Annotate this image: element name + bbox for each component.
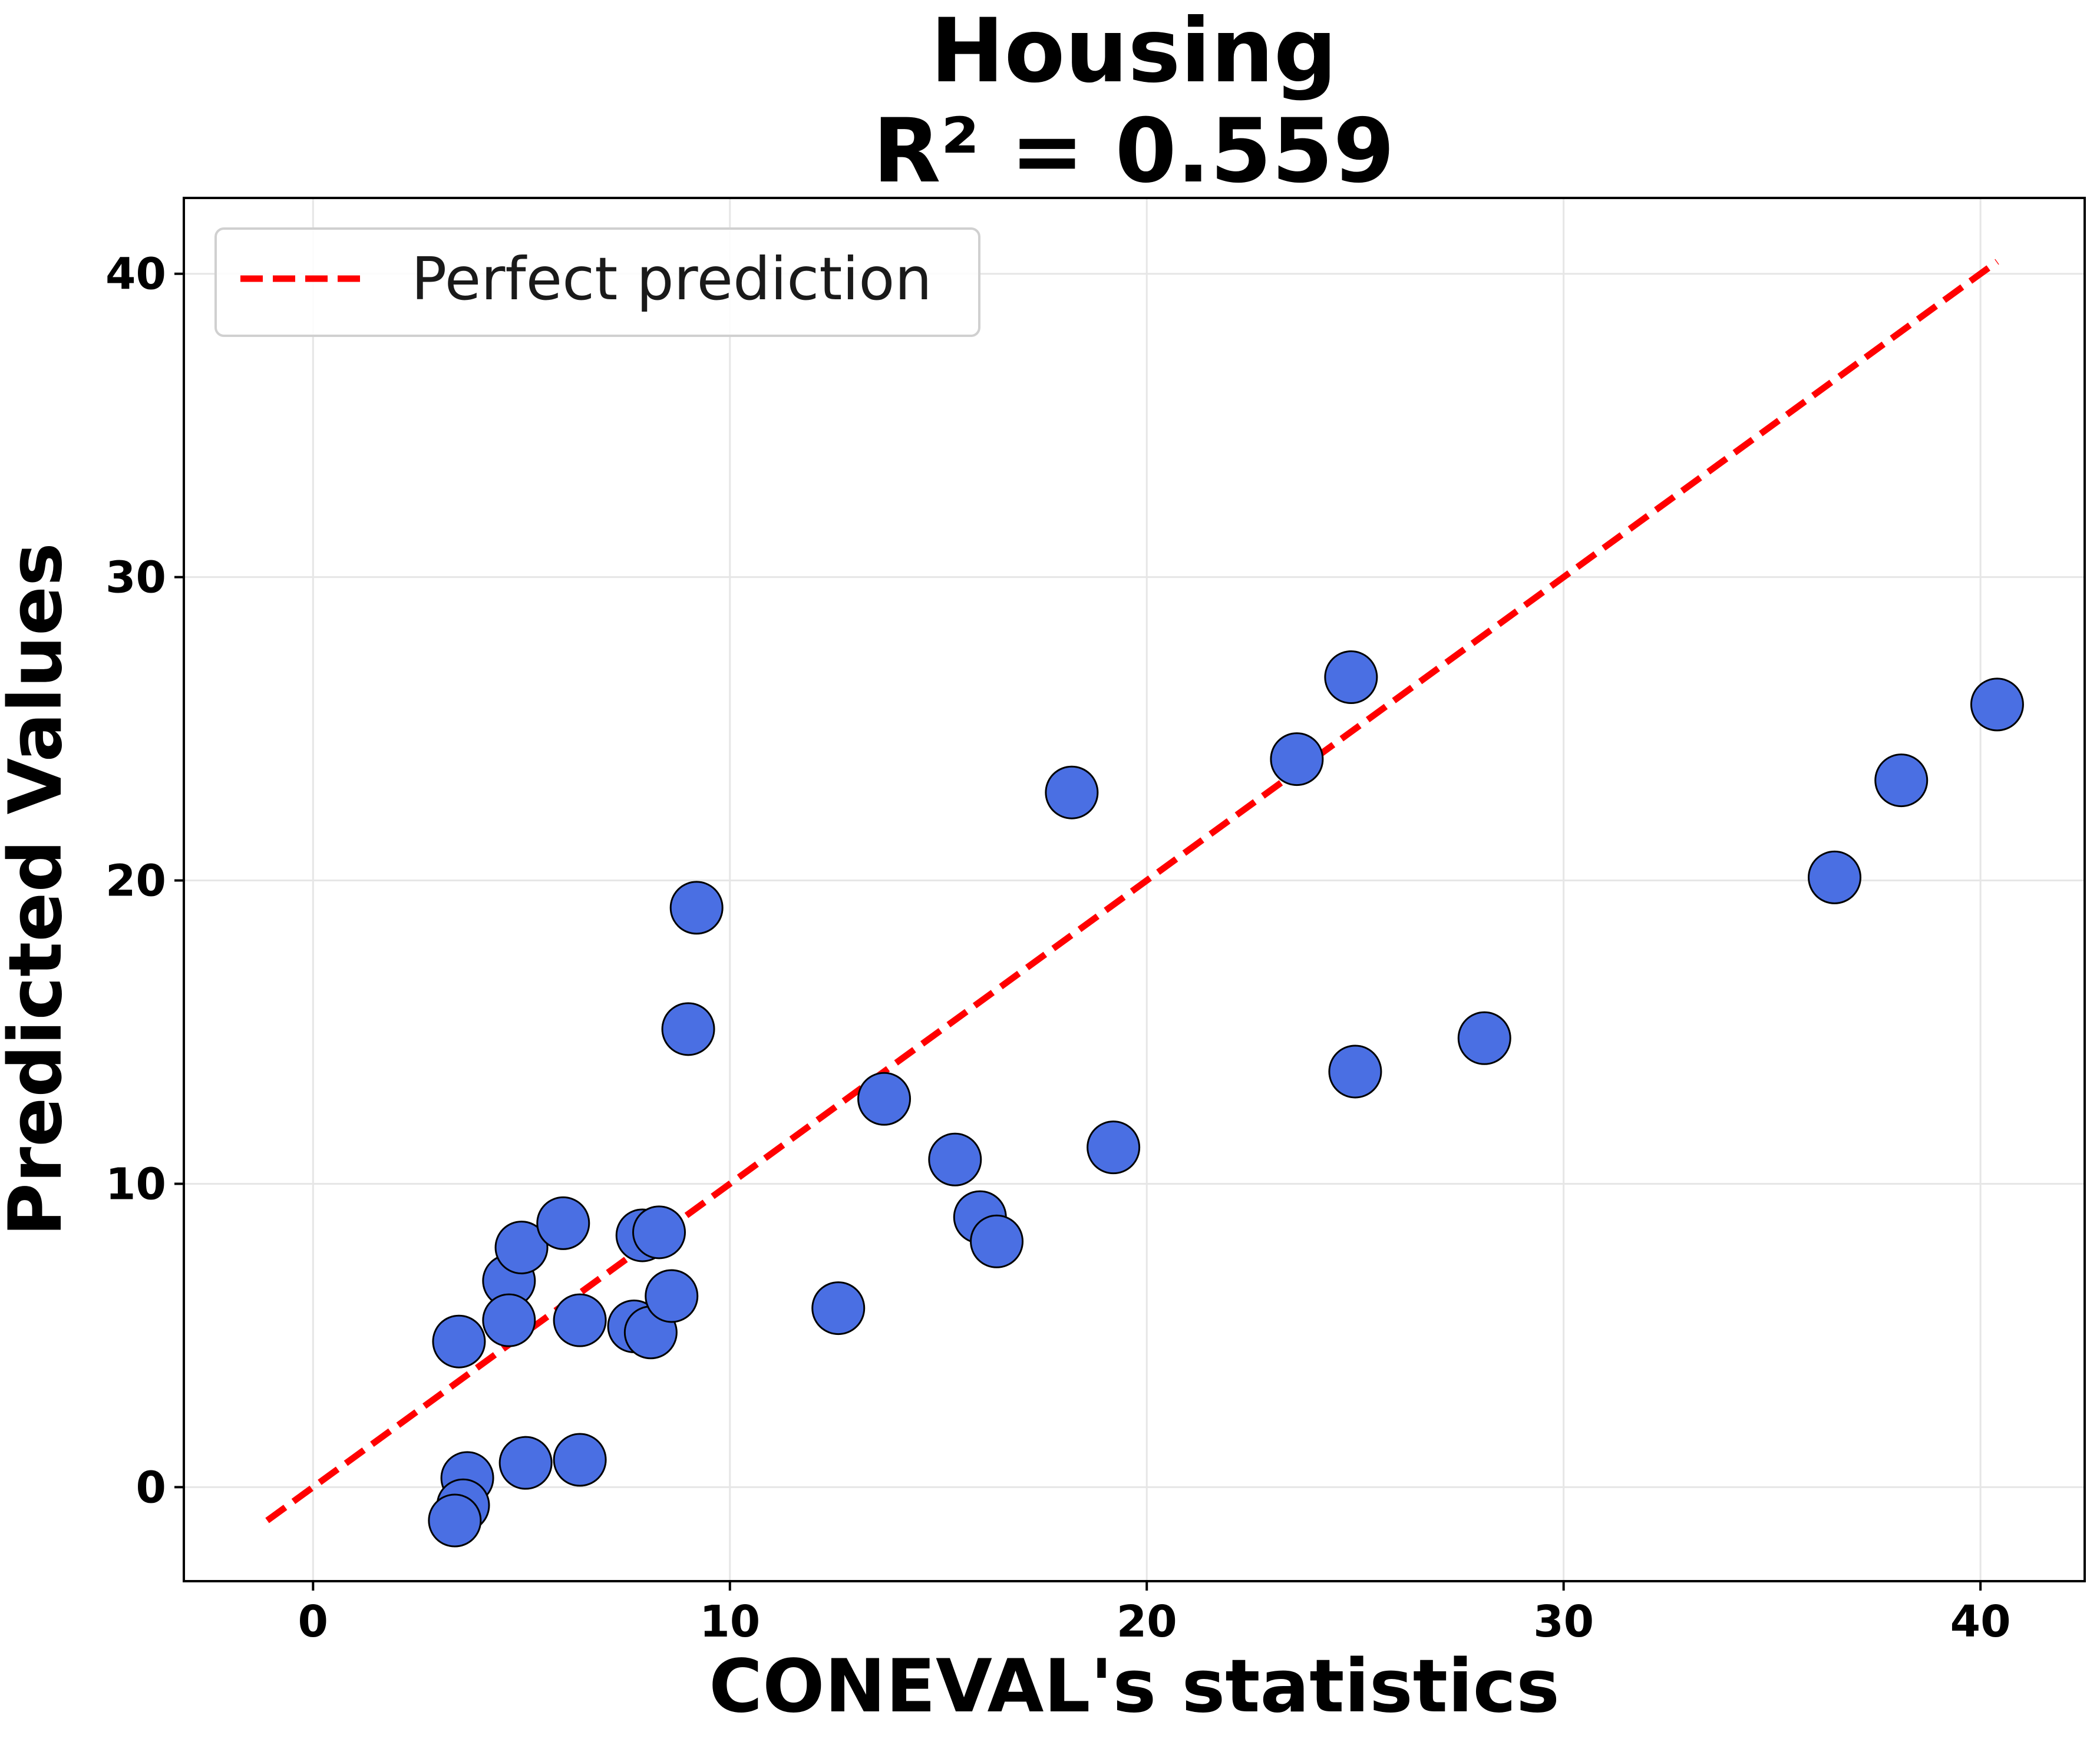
data-point (482, 1293, 536, 1347)
data-point (1328, 1044, 1382, 1099)
data-point (928, 1132, 982, 1186)
y-axis-label: Predicted Values (0, 543, 78, 1237)
x-tick-label: 20 (1117, 1596, 1177, 1647)
data-point (811, 1281, 866, 1336)
data-point (970, 1214, 1024, 1268)
legend-label-perfect-prediction: Perfect prediction (411, 244, 932, 313)
data-point (661, 1002, 715, 1056)
data-point (857, 1072, 912, 1126)
x-tick-label: 30 (1533, 1596, 1594, 1647)
data-point (536, 1196, 590, 1250)
data-point (432, 1314, 486, 1369)
axis-ticks: 0 10 20 30 40 0 10 20 30 40 (105, 249, 2011, 1647)
legend-box (214, 227, 980, 337)
data-point (1808, 850, 1862, 904)
chart-title: Housing (930, 0, 1337, 103)
chart-subtitle: R² = 0.559 (873, 100, 1395, 203)
data-point (669, 881, 724, 935)
data-point (553, 1293, 607, 1347)
data-point (645, 1269, 699, 1323)
y-tick-label: 10 (105, 1159, 166, 1209)
data-point (494, 1221, 549, 1275)
legend: Perfect prediction (214, 227, 980, 337)
plot-area-frame (183, 197, 2086, 1582)
x-axis-label: CONEVAL's statistics (709, 1644, 1560, 1729)
data-point (1874, 753, 1929, 808)
data-point (1970, 677, 2024, 732)
x-tick-label: 10 (699, 1596, 760, 1647)
data-point (498, 1436, 553, 1490)
scatter-points (428, 650, 2024, 1548)
data-point (553, 1433, 607, 1487)
data-point (1045, 765, 1099, 819)
data-point (1087, 1120, 1141, 1175)
y-tick-label: 30 (105, 553, 166, 603)
data-point (1270, 732, 1324, 786)
data-point (428, 1493, 482, 1548)
x-tick-label: 0 (298, 1596, 329, 1647)
data-point (1457, 1011, 1511, 1065)
data-point (1324, 650, 1378, 705)
y-tick-label: 40 (105, 249, 166, 300)
data-point (632, 1205, 686, 1260)
x-tick-label: 40 (1950, 1596, 2011, 1647)
y-tick-label: 0 (136, 1462, 167, 1513)
grid (184, 198, 2085, 1581)
y-tick-label: 20 (105, 856, 166, 907)
